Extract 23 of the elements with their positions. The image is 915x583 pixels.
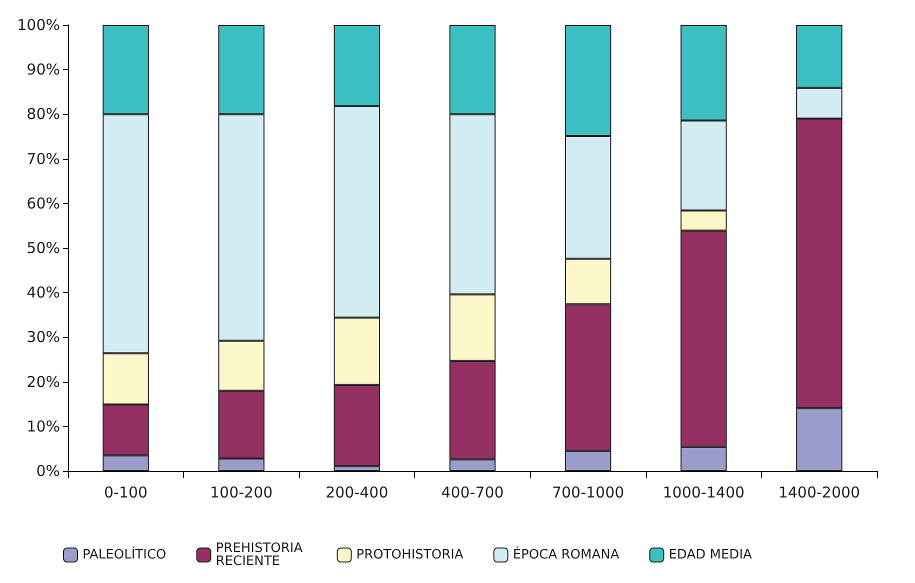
x-tick-label: 100-200 xyxy=(210,484,273,502)
y-tick-label: 0% xyxy=(36,462,60,480)
legend-label: PROTOHISTORIA xyxy=(356,548,464,562)
legend-label: EDAD MEDIA xyxy=(668,548,752,562)
x-tick-label: 1000-1400 xyxy=(662,484,745,502)
y-tick-label: 20% xyxy=(26,372,60,391)
legend-label: ÉPOCA ROMANA xyxy=(512,546,620,562)
x-tick-label: 200-400 xyxy=(326,484,388,502)
y-tick-label: 60% xyxy=(26,194,60,212)
y-tick-label: 90% xyxy=(26,60,60,79)
y-tick-label: 50% xyxy=(26,239,60,257)
y-tick-label: 100% xyxy=(17,16,60,34)
y-tick-label: 30% xyxy=(26,328,60,346)
legend-label: PREHISTORIA RECIENTE xyxy=(216,541,307,569)
x-tick-label: 1400-2000 xyxy=(778,484,860,502)
y-tick-label: 80% xyxy=(26,105,60,124)
y-tick-label: 10% xyxy=(26,417,60,436)
y-tick-label: 40% xyxy=(26,284,60,302)
x-tick-label: 700-1000 xyxy=(552,484,624,502)
x-tick-label: 400-700 xyxy=(441,484,504,502)
x-tick-label: 0-100 xyxy=(104,484,148,502)
y-tick-label: 70% xyxy=(26,150,60,168)
legend-label: PALEOLÍTICO xyxy=(82,546,166,562)
